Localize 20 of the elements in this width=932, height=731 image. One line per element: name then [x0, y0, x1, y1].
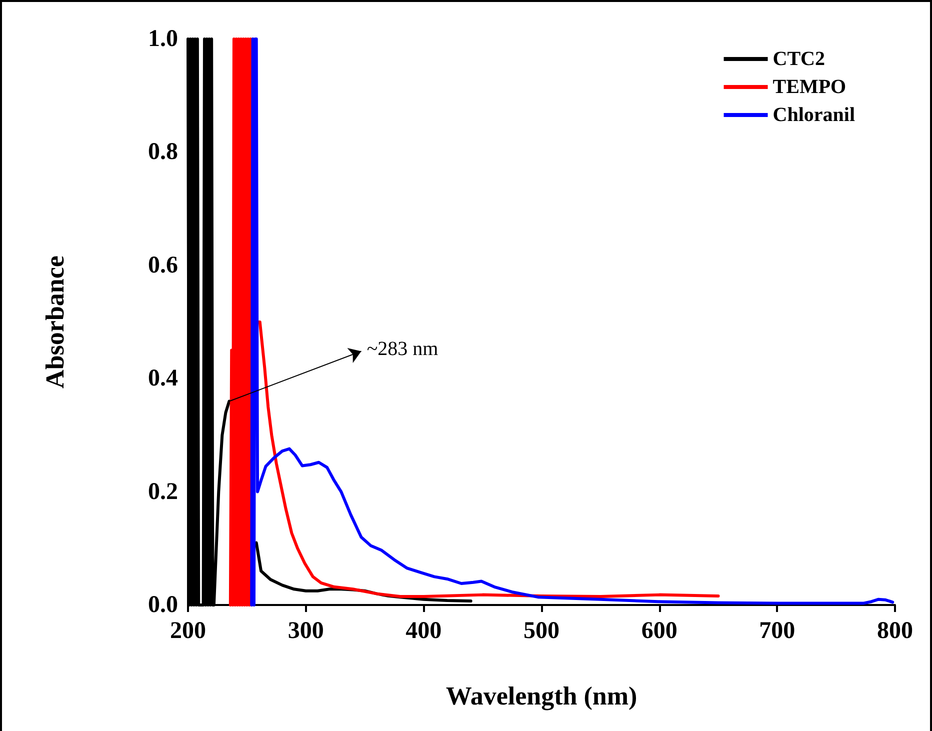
y-tick-label: 0.8	[148, 139, 178, 166]
x-tick-label: 500	[524, 618, 560, 644]
y-tick-label: 0.0	[148, 592, 178, 618]
y-tick-label: 0.2	[148, 478, 178, 505]
annotation: ~283 nm	[366, 338, 439, 360]
x-tick-label: 400	[406, 618, 442, 644]
y-tick-label: 0.6	[148, 252, 178, 278]
line-series	[250, 38, 894, 606]
y-axis-title: Absorbance	[40, 256, 70, 388]
legend-label: CTC2	[772, 48, 825, 70]
x-tick-label: 300	[288, 618, 324, 644]
legend-label: Chloranil	[772, 104, 856, 126]
legend-label: TEMPO	[772, 76, 846, 98]
x-tick-label: 200	[170, 618, 206, 644]
x-tick-label: 800	[877, 618, 913, 644]
x-tick-label: 600	[641, 618, 678, 644]
x-tick-label: 700	[759, 618, 796, 644]
x-axis-title: Wavelength (nm)	[446, 682, 638, 710]
y-tick-label: 0.4	[148, 366, 178, 392]
y-tick-label: 1.0	[148, 26, 178, 52]
